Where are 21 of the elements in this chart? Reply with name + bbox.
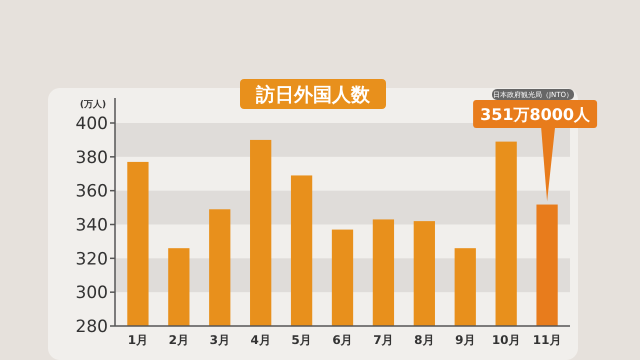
y-tick-label: 320: [76, 249, 108, 270]
chart-title: 訪日外国人数: [255, 84, 371, 106]
x-tick-label: 1月: [128, 333, 148, 347]
x-tick-label: 11月: [532, 333, 562, 347]
y-axis-title: (万人): [80, 99, 106, 110]
x-tick-label: 4月: [250, 333, 271, 347]
y-tick-label: 360: [76, 182, 108, 202]
y-tick-label: 300: [76, 283, 108, 304]
x-tick-label: 10月: [492, 333, 521, 347]
x-tick-label: 9月: [455, 333, 476, 347]
x-tick-label: 5月: [291, 333, 312, 347]
x-tick-label: 8月: [414, 333, 435, 347]
y-tick-label: 280: [76, 316, 108, 337]
x-tick-label: 6月: [332, 333, 353, 347]
y-tick-label: 340: [76, 215, 108, 236]
x-tick-label: 3月: [210, 333, 230, 347]
x-tick-label: 2月: [168, 333, 190, 347]
y-tick-label: 400: [76, 114, 108, 134]
annotation: 351万8000人: [480, 104, 592, 124]
y-tick-label: 380: [76, 148, 108, 168]
x-tick-label: 7月: [373, 333, 394, 347]
